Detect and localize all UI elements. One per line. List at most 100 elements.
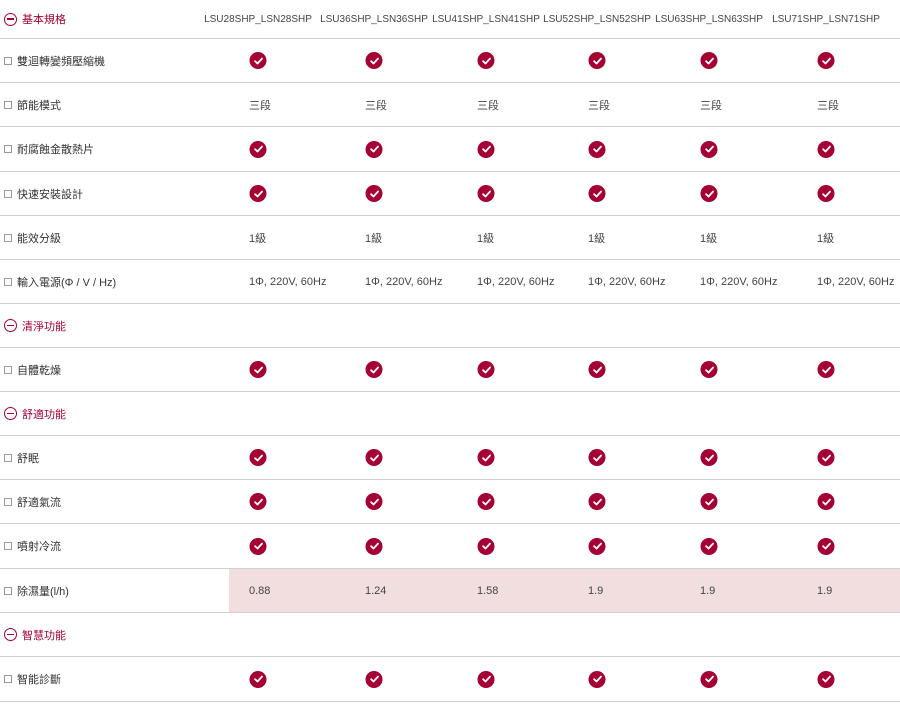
check-cell [477,657,503,701]
value-cell: 1Φ, 220V, 60Hz [700,275,778,288]
check-icon [700,361,718,378]
collapse-minus-icon[interactable] [4,628,17,641]
checkbox-icon[interactable] [4,56,12,65]
check-cell [365,657,391,701]
check-cell [365,127,391,171]
check-cell [365,348,391,391]
check-cell [588,480,614,523]
checkbox-icon[interactable] [4,453,12,462]
check-icon [817,670,835,688]
check-cell [249,348,275,391]
section-title[interactable]: 舒適功能 [4,392,66,435]
spec-row: 雙迴轉變頻壓縮機 [0,39,900,83]
model-column-header: LSU63SHP_LSN63SHP [655,13,763,25]
section-header[interactable]: 基本規格 LSU28SHP_LSN28SHP LSU36SHP_LSN36SHP LS… [0,0,900,39]
check-icon [817,52,835,69]
check-icon [365,493,383,510]
check-icon [817,185,835,202]
checkbox-icon[interactable] [4,586,12,595]
check-cell [817,480,843,523]
spec-label: 能效分級 [4,216,61,259]
checkbox-icon[interactable] [4,497,12,506]
spec-row: 自體乾燥 [0,348,900,392]
checkbox-icon[interactable] [4,189,12,198]
spec-label: 雙迴轉變頻壓縮機 [4,39,105,82]
check-cell [365,524,391,568]
value-cell: 1級 [700,232,718,245]
value-cell: 三段 [365,99,387,112]
check-icon [365,361,383,378]
value-cell: 三段 [249,99,271,112]
section-header[interactable]: 清淨功能 [0,304,900,348]
check-cell [249,172,275,215]
check-icon [249,670,267,688]
spec-row: 節能模式 三段 三段 三段 三段 三段 三段 [0,83,900,127]
label-text: 除濕量(l/h) [17,585,69,598]
check-cell [249,480,275,523]
spec-row: 除濕量(l/h) 0.88 1.24 1.58 1.9 1.9 1.9 [0,569,900,613]
model-column-header: LSU52SHP_LSN52SHP [543,13,651,25]
model-column-header: LSU36SHP_LSN36SHP [320,13,428,25]
section-header[interactable]: 智慧功能 [0,613,900,657]
label-text: 清淨功能 [22,320,66,333]
check-cell [588,348,614,391]
highlight-band [229,569,900,612]
checkbox-icon[interactable] [4,277,12,286]
spec-row: 噴射冷流 [0,524,900,569]
check-icon [477,537,495,555]
check-cell [365,436,391,479]
check-icon [249,361,267,378]
check-cell [700,657,726,701]
check-icon [700,449,718,466]
spec-label: 節能模式 [4,83,61,126]
check-cell [700,480,726,523]
check-cell [249,524,275,568]
check-cell [477,39,503,82]
check-icon [365,52,383,69]
checkbox-icon[interactable] [4,542,12,550]
label-text: 基本規格 [22,14,66,26]
check-icon [588,140,606,158]
check-icon [365,185,383,202]
checkbox-icon[interactable] [4,675,12,683]
label-text: 快速安裝設計 [17,188,83,201]
check-cell [700,348,726,391]
check-icon [249,185,267,202]
checkbox-icon[interactable] [4,100,12,109]
check-icon [817,493,835,510]
checkbox-icon[interactable] [4,365,12,374]
check-icon [249,449,267,466]
check-icon [365,449,383,466]
section-title[interactable]: 智慧功能 [4,613,66,656]
check-cell [817,436,843,479]
check-icon [817,140,835,158]
label-text: 耐腐蝕金散熱片 [17,144,94,156]
checkbox-icon[interactable] [4,233,12,242]
check-icon [249,140,267,158]
value-cell: 1級 [365,232,383,245]
check-icon [588,449,606,466]
section-title[interactable]: 清淨功能 [4,304,66,347]
checkbox-icon[interactable] [4,145,12,153]
check-cell [477,127,503,171]
value-cell: 0.88 [249,584,271,597]
check-icon [588,361,606,378]
value-cell: 三段 [477,99,499,112]
check-icon [700,537,718,555]
spec-label: 舒眠 [4,436,39,479]
check-icon [365,670,383,688]
check-cell [365,39,391,82]
spec-row: 舒眠 [0,436,900,480]
section-title[interactable]: 基本規格 [4,0,66,38]
collapse-minus-icon[interactable] [4,319,17,332]
section-header[interactable]: 舒適功能 [0,392,900,436]
check-cell [477,480,503,523]
label-text: 能效分級 [17,232,61,245]
collapse-minus-icon[interactable] [4,407,17,420]
check-cell [817,348,843,391]
collapse-minus-icon[interactable] [4,12,17,26]
check-cell [477,172,503,215]
check-icon [477,493,495,510]
check-cell [477,348,503,391]
